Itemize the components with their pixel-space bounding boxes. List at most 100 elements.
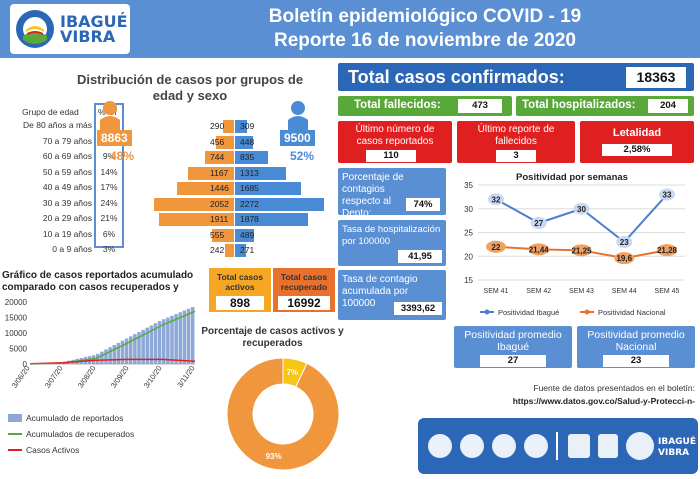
female-bar-value: 555 [210, 230, 224, 240]
male-bar-value: 835 [240, 152, 254, 162]
institution-logos-icon: IBAGUÉ VIBRA [418, 418, 698, 474]
active-cases-value: 898 [216, 296, 264, 310]
deaths-label: Total fallecidos: [354, 99, 441, 111]
x-tick-label: 3/11/20 [175, 364, 196, 389]
reported-bar [187, 309, 191, 364]
age-group-label: De 80 años a más [23, 120, 92, 130]
age-group-pct: 21% [96, 213, 122, 223]
legend-label: Positividad Nacional [598, 308, 666, 317]
hosp-rate-label: Tasa de hospitalización por 100000 [342, 224, 442, 248]
female-figure-icon [97, 100, 123, 130]
female-bar-value: 242 [210, 245, 224, 255]
footer-logo-line1: IBAGUÉ [658, 435, 696, 447]
footer-logos: IBAGUÉ VIBRA [418, 418, 698, 474]
y-tick-label: 15 [464, 276, 473, 285]
reported-bar [174, 314, 178, 364]
x-tick-label: 3/09/20 [109, 364, 131, 390]
reported-bar [191, 307, 195, 364]
female-bar-value: 2052 [210, 199, 229, 209]
last-deaths-value: 3 [496, 150, 536, 162]
last-deaths-label: Último reporte de fallecidos [461, 124, 571, 148]
female-bar-value: 1167 [210, 168, 228, 178]
female-bar-value: 290 [210, 121, 224, 131]
data-label: 23 [620, 238, 629, 247]
data-label: 21,44 [529, 245, 550, 254]
dept-contagion-label: Porcentaje de contagios respecto al Dept… [342, 172, 412, 220]
dept-contagion-value: 74% [406, 198, 440, 211]
age-group-label: 40 a 49 años [43, 182, 92, 192]
reported-bar [166, 317, 170, 364]
data-label: 27 [534, 219, 543, 228]
age-group-pct: 17% [96, 182, 122, 192]
legend-marker [585, 310, 590, 315]
y-tick-label: 25 [464, 229, 473, 238]
legend-label: Casos Activos [26, 445, 79, 455]
male-bar-value: 271 [240, 245, 254, 255]
reported-bar [179, 312, 183, 364]
x-tick-label: SEM 41 [484, 288, 509, 295]
male-bar-value: 1685 [240, 183, 259, 193]
logo-text: IBAGUÉ VIBRA [60, 14, 128, 44]
lethality-label: Letalidad [584, 127, 690, 139]
reported-bar [108, 347, 112, 364]
positivity-chart-title: Positividad por semanas [516, 172, 628, 183]
avg-national-value: 23 [603, 355, 669, 367]
male-figure-icon [285, 100, 311, 130]
female-bar-value: 1446 [210, 183, 229, 193]
x-tick-label: 3/08/20 [76, 364, 98, 390]
lethality-value: 2,58% [602, 144, 672, 156]
reported-bar [100, 352, 104, 364]
x-tick-label: 3/07/20 [43, 364, 65, 390]
total-confirmed-label: Total casos confirmados: [348, 67, 565, 88]
age-group-pct: 14% [96, 167, 122, 177]
age-group-label: 70 a 79 años [43, 136, 92, 146]
legend-label: Positividad Ibagué [498, 308, 559, 317]
age-group-pct: 3% [96, 244, 122, 254]
data-label: 33 [663, 191, 672, 200]
y-tick-label: 5000 [9, 345, 27, 354]
male-bar-value: 309 [240, 121, 254, 131]
x-tick-label: SEM 43 [569, 288, 594, 295]
data-label: 19,6 [616, 254, 632, 263]
donut-label: 7% [287, 368, 299, 377]
legend-label: Acumulado de reportados [26, 413, 123, 423]
active-recovered-donut: 93% 7% [225, 356, 341, 472]
x-tick-label: 3/10/20 [142, 364, 164, 390]
female-bar-value: 744 [210, 152, 224, 162]
x-tick-label: 3/06/20 [10, 364, 32, 390]
ibague-swirl-icon [14, 8, 56, 50]
data-label: 21,28 [657, 246, 678, 255]
age-group-header: Grupo de edad [22, 107, 79, 117]
active-cases-label: Total casos activos [211, 272, 269, 292]
legend-marker [485, 310, 490, 315]
reported-bar [162, 319, 166, 364]
footer-logo-line2: VIBRA [658, 448, 689, 458]
legend-label: Acumulados de recuperados [26, 429, 134, 439]
cumulative-chart-title: Gráfico de casos reportados acumulado co… [2, 270, 202, 294]
reported-bar [183, 311, 187, 364]
reported-bar [113, 345, 117, 364]
avg-ibague-value: 27 [480, 355, 546, 367]
legend-swatch [8, 414, 22, 422]
contagion-rate-value: 3393,62 [394, 302, 442, 315]
age-group-label: 30 a 39 años [43, 198, 92, 208]
donut-title: Porcentaje de casos activos y recuperado… [200, 326, 345, 350]
hospitalized-value: 204 [648, 99, 688, 113]
age-group-label: 60 a 69 años [43, 151, 92, 161]
recovered-cases-label: Total casos recuperado [275, 272, 333, 292]
y-tick-label: 20 [464, 252, 473, 261]
last-cases-label: Último número de casos reportados [342, 124, 448, 148]
x-tick-label: SEM 44 [612, 288, 637, 295]
data-source-label: Fuente de datos presentados en el boletí… [420, 383, 695, 393]
male-bar-value: 489 [240, 230, 254, 240]
data-label: 30 [577, 205, 586, 214]
age-group-label: 0 a 9 años [52, 244, 92, 254]
deaths-value: 473 [458, 99, 502, 113]
female-bar-value: 1911 [210, 214, 228, 224]
age-group-label: 20 a 29 años [43, 213, 92, 223]
data-source-link[interactable]: https://www.datos.gov.co/Salud-y-Protecc… [420, 396, 695, 406]
donut-label: 93% [266, 452, 282, 461]
male-bar-value: 1878 [240, 214, 259, 224]
